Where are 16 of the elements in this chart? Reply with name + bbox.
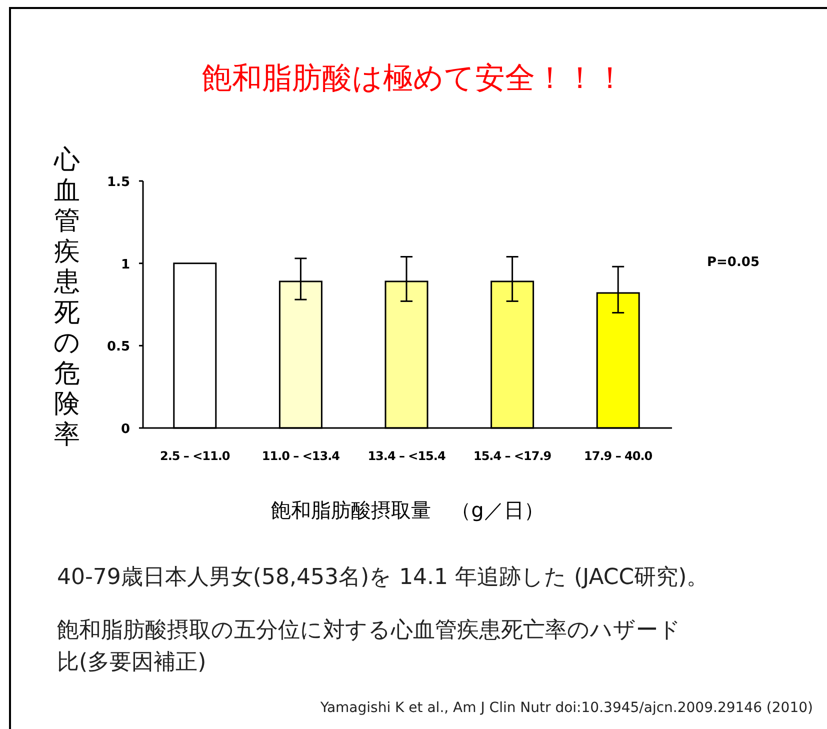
y-tick-label: 1 — [120, 257, 130, 272]
x-tick-label: 15.4 – <17.9 — [473, 449, 552, 463]
x-tick-label: 13.4 – <15.4 — [368, 449, 446, 463]
x-axis-title: 飽和脂肪酸摂取量 （g／日） — [270, 497, 545, 524]
text: 40-79歳日本人男女(58,453名)を 14.1 年追跡した (JACC研究)。 — [57, 564, 709, 592]
x-tick-label: 2.5 – <11.0 — [160, 449, 230, 463]
y-tick-label: 0.5 — [106, 340, 130, 355]
text: Yamagishi K et al., Am J Clin Nutr doi:10.3945/ajcn.2009.29146 (2010) — [320, 700, 813, 716]
text: P=0.05 — [707, 255, 760, 270]
y-tick-label: 1.5 — [106, 175, 130, 190]
y-tick-label: 0 — [120, 422, 130, 437]
x-tick-label: 11.0 – <13.4 — [262, 449, 340, 463]
chart-title: 飽和脂肪酸は極めて安全！！！ — [201, 60, 626, 98]
text: 飽和脂肪酸摂取の五分位に対する心血管疾患死亡率のハザード比(多要因補正) — [57, 617, 682, 677]
text: 心血管疾患死の危険率 — [54, 145, 80, 450]
x-tick-label: 17.9 – 40.0 — [584, 449, 652, 463]
